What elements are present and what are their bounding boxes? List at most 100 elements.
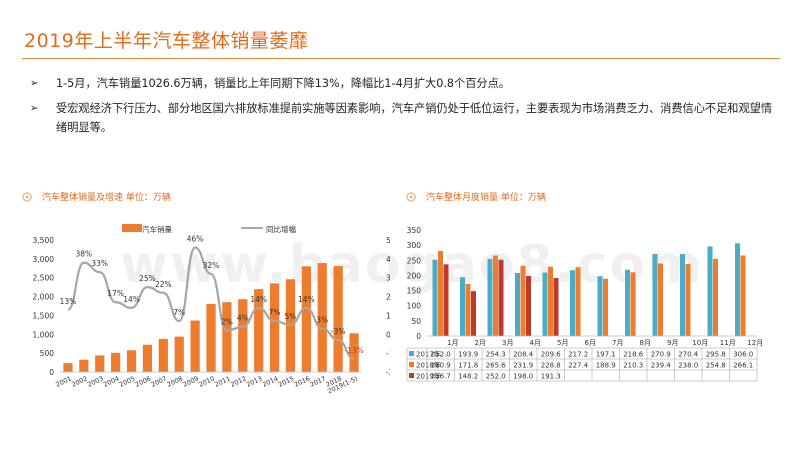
monthly-bar (603, 278, 608, 336)
chart1-growth-line: 13%38%33%17%14%25%22%7%46%32%2% 4%14%7% 5%… (60, 235, 364, 360)
monthly-bar (487, 258, 493, 336)
month-label: 7月 (612, 339, 623, 347)
table-cell: 231.9 (513, 362, 533, 370)
monthly-bar (740, 255, 746, 336)
growth-data-label: 5% (285, 312, 297, 321)
sales-bar (317, 263, 327, 372)
y2-tick-label: 40% (386, 255, 390, 264)
growth-data-label: 32% (203, 261, 220, 270)
growth-data-label: 14% (123, 295, 140, 304)
y-tick-label: 350 (407, 226, 422, 235)
sales-bar (269, 283, 280, 372)
month-label: 1月 (447, 339, 458, 347)
growth-data-label: -3% (331, 327, 346, 336)
chart2-bars (432, 243, 746, 336)
table-cell: 236.7 (431, 373, 451, 381)
month-label: 12月 (747, 339, 763, 347)
y2-tick-label: 30% (386, 274, 390, 283)
sales-bar (301, 266, 311, 372)
table-cell: 188.9 (596, 362, 616, 370)
table-cell: 252.0 (431, 351, 451, 359)
growth-data-label: 3% (316, 316, 328, 325)
y-tick-label: 0 (416, 332, 421, 341)
monthly-bar (471, 291, 476, 336)
growth-line (66, 246, 355, 360)
title-divider (22, 58, 780, 59)
y-tick-label: 200 (407, 271, 422, 280)
y-tick-label: 250 (407, 256, 422, 265)
table-cell: 252.0 (486, 373, 506, 381)
sales-bar (95, 355, 105, 372)
monthly-bar (526, 276, 531, 336)
table-legend-key (409, 351, 414, 356)
table-cell: 295.8 (706, 351, 726, 359)
y-tick-label: 2,500 (33, 274, 55, 283)
table-cell: 209.6 (541, 351, 562, 359)
monthly-bar (735, 243, 740, 336)
arrow-bullet-icon: ➢ (30, 103, 39, 114)
month-label: 11月 (720, 339, 736, 347)
growth-data-label: 46% (187, 235, 204, 244)
bullet-item: ➢ 1-5月，汽车销量1026.6万辆，销量比上年同期下降13%，降幅比1-4月… (30, 74, 775, 93)
table-cell: 197.1 (596, 351, 616, 359)
y-tick-label: 150 (407, 287, 422, 296)
table-cell: 208.4 (513, 351, 534, 359)
table-cell: 227.4 (568, 362, 589, 370)
legend-label-sales: 汽车销量 (142, 224, 172, 234)
table-cell: 239.4 (651, 362, 672, 370)
monthly-bar (575, 267, 581, 336)
month-label: 8月 (640, 339, 651, 347)
growth-data-label: 22% (155, 280, 172, 289)
y-tick-label: 1,000 (33, 330, 55, 339)
page-title: 2019年上半年汽车整体销量萎靡 (24, 30, 309, 52)
table-cell: 210.3 (623, 362, 643, 370)
chart1-left-axis: 0 500 1,000 1,500 2,000 2,500 3,000 3,500 (33, 236, 55, 377)
bullet-list: ➢ 1-5月，汽车销量1026.6万辆，销量比上年同期下降13%，降幅比1-4月… (30, 74, 775, 143)
sales-bar (222, 302, 232, 372)
growth-data-label: 14% (298, 295, 315, 304)
table-row-label: 2017年 (416, 350, 441, 359)
monthly-bar (542, 272, 548, 336)
monthly-bar (685, 263, 691, 336)
target-icon (406, 191, 416, 202)
sales-bar (206, 303, 216, 372)
y-tick-label: 3,500 (33, 236, 55, 245)
table-cell: 265.6 (486, 362, 507, 370)
y-tick-label: 3,000 (33, 255, 55, 264)
monthly-bar (520, 265, 526, 336)
table-row-label: 2019年 (416, 372, 441, 381)
sales-bar (190, 320, 200, 372)
table-cell: 218.6 (623, 351, 644, 359)
arrow-bullet-icon: ➢ (30, 78, 39, 89)
y-tick-label: 0 (49, 368, 54, 377)
monthly-bar (432, 259, 438, 336)
annual-sales-chart: 汽车销量 同比增幅 0 500 1,000 1,500 2,000 2,500 3,000 3… (33, 224, 390, 395)
y-tick-label: 500 (40, 349, 55, 358)
y2-tick-label: 10% (386, 311, 390, 320)
month-label: 10月 (692, 339, 708, 347)
sales-bar (254, 289, 264, 372)
growth-data-label: 38% (76, 250, 93, 259)
table-cell: 270.4 (678, 351, 699, 359)
chart1-header: 汽车整体销量及增速 单位：万辆 (22, 190, 171, 203)
legend-label-growth: 同比增幅 (266, 224, 296, 234)
monthly-bar (515, 272, 520, 336)
y-tick-label: 100 (407, 302, 422, 311)
monthly-bar (630, 272, 636, 336)
month-label: 2月 (475, 339, 486, 347)
table-row-label: 2018年 (416, 361, 441, 370)
sales-bar (238, 299, 248, 372)
sales-bar (158, 338, 168, 372)
monthly-bar (443, 264, 449, 336)
growth-data-label: 17% (107, 289, 124, 298)
monthly-bar (438, 250, 443, 336)
monthly-bar (465, 283, 471, 336)
table-cell: 191.3 (541, 373, 561, 381)
sales-bar (126, 350, 137, 372)
sales-bar (174, 336, 184, 372)
month-label: 5月 (557, 339, 568, 347)
bullet-item: ➢ 受宏观经济下行压力、部分地区国六排放标准提前实施等因素影响，汽车产销仍处于低… (30, 99, 775, 137)
month-label: 6月 (585, 339, 596, 347)
table-legend-key (409, 373, 414, 378)
